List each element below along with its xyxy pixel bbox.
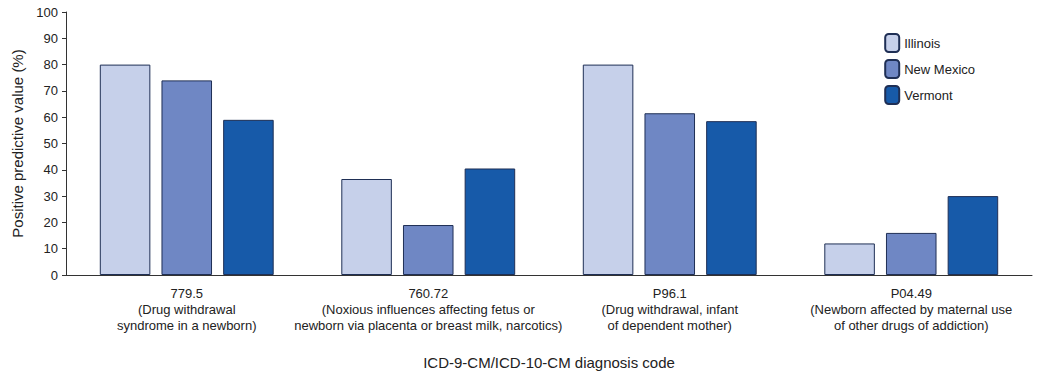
svg-text:(Drug withdrawal, infant: (Drug withdrawal, infant xyxy=(601,302,738,317)
svg-text:New Mexico: New Mexico xyxy=(904,62,975,77)
svg-text:90: 90 xyxy=(44,31,58,46)
svg-text:(Noxious influences affecting: (Noxious influences affecting fetus or xyxy=(322,302,536,317)
svg-text:syndrome in a newborn): syndrome in a newborn) xyxy=(117,318,256,333)
svg-text:80: 80 xyxy=(44,57,58,72)
svg-text:70: 70 xyxy=(44,83,58,98)
svg-text:of dependent mother): of dependent mother) xyxy=(608,318,732,333)
svg-text:Illinois: Illinois xyxy=(904,36,941,51)
svg-text:Vermont: Vermont xyxy=(904,88,953,103)
svg-text:20: 20 xyxy=(44,215,58,230)
svg-text:10: 10 xyxy=(44,241,58,256)
svg-text:Positive predictive value (%): Positive predictive value (%) xyxy=(9,49,26,237)
svg-text:0: 0 xyxy=(51,268,58,283)
svg-text:50: 50 xyxy=(44,136,58,151)
svg-text:P04.49: P04.49 xyxy=(891,286,932,301)
svg-text:779.5: 779.5 xyxy=(170,286,203,301)
svg-text:40: 40 xyxy=(44,162,58,177)
svg-text:60: 60 xyxy=(44,110,58,125)
svg-text:P96.1: P96.1 xyxy=(653,286,687,301)
svg-text:of other drugs of addiction): of other drugs of addiction) xyxy=(834,318,989,333)
svg-text:100: 100 xyxy=(36,5,58,20)
svg-text:30: 30 xyxy=(44,189,58,204)
svg-text:760.72: 760.72 xyxy=(408,286,448,301)
svg-text:(Newborn affected by maternal: (Newborn affected by maternal use xyxy=(810,302,1012,317)
svg-text:(Drug withdrawal: (Drug withdrawal xyxy=(138,302,236,317)
svg-text:ICD-9-CM/ICD-10-CM diagnosis c: ICD-9-CM/ICD-10-CM diagnosis code xyxy=(423,354,675,371)
svg-text:newborn via placenta or breast: newborn via placenta or breast milk, nar… xyxy=(294,318,562,333)
